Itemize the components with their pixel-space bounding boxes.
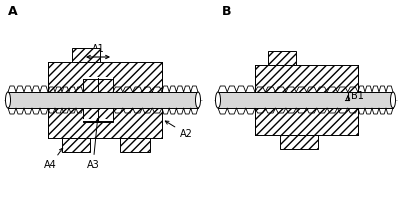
- Bar: [62, 138, 90, 152]
- Bar: [255, 65, 358, 92]
- Text: A2: A2: [165, 121, 193, 139]
- Bar: [83, 78, 113, 92]
- Text: B1: B1: [351, 91, 364, 101]
- Text: A: A: [8, 5, 18, 18]
- Bar: [48, 62, 162, 92]
- Ellipse shape: [390, 92, 396, 108]
- Bar: [8, 92, 198, 108]
- Bar: [280, 135, 318, 149]
- Bar: [72, 48, 100, 62]
- Bar: [255, 108, 358, 135]
- Text: B: B: [222, 5, 232, 18]
- Ellipse shape: [6, 92, 10, 108]
- Bar: [120, 138, 150, 152]
- Text: A3: A3: [87, 119, 99, 170]
- Bar: [83, 108, 113, 122]
- Text: A1: A1: [92, 44, 104, 54]
- Bar: [218, 92, 393, 108]
- Ellipse shape: [216, 92, 220, 108]
- Bar: [83, 77, 113, 80]
- Ellipse shape: [196, 92, 200, 108]
- Bar: [48, 108, 162, 138]
- Bar: [83, 119, 113, 122]
- Text: A4: A4: [44, 148, 63, 170]
- Bar: [268, 51, 296, 65]
